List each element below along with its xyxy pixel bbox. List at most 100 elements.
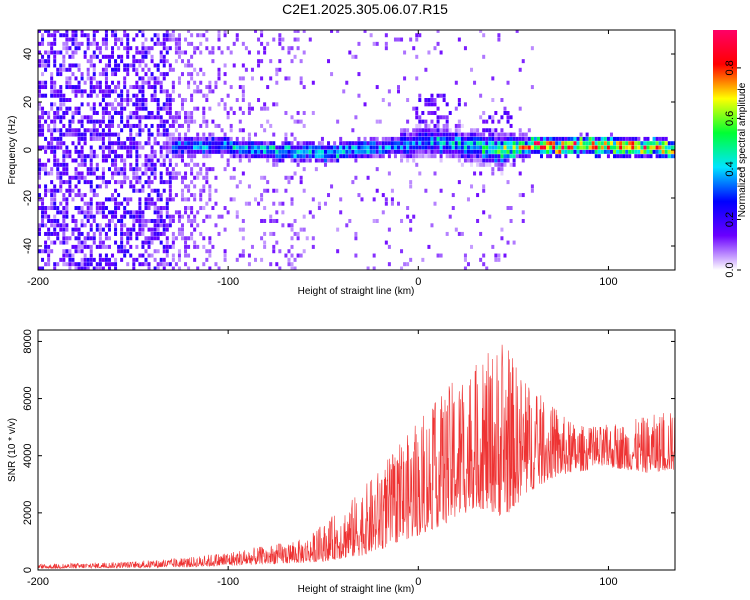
spectrogram-cell [101, 145, 105, 150]
spectrogram-cell [95, 167, 99, 172]
spectrogram-cell [272, 158, 276, 163]
spectrogram-cell [479, 231, 483, 236]
spectrogram-cell [114, 162, 118, 167]
spectrogram-cell [539, 149, 543, 154]
spectrogram-cell [168, 123, 172, 128]
spectrogram-cell [62, 231, 66, 236]
spectrogram-cell [400, 249, 404, 254]
spectrogram-cell [168, 184, 172, 189]
spectrogram-cell [89, 154, 93, 159]
spectrogram-cell [415, 37, 419, 42]
spectrogram-cell [41, 249, 45, 254]
spectrogram-cell [171, 67, 175, 72]
spectrogram-cell [482, 149, 486, 154]
spectrogram-cell [269, 76, 273, 81]
spectrogram-cell [171, 80, 175, 85]
spectrogram-cell [47, 236, 51, 241]
spectrogram-cell [597, 136, 601, 141]
spectrogram-cell [494, 128, 498, 133]
spectrogram-cell [159, 175, 163, 180]
spectrogram-cell [670, 141, 674, 146]
spectrogram-cell [202, 244, 206, 249]
spectrogram-cell [132, 214, 136, 219]
spectrogram-cell [582, 141, 586, 146]
spectrogram-cell [661, 145, 665, 150]
spectrogram-cell [217, 67, 221, 72]
spectrogram-cell [156, 41, 160, 46]
spectrogram-cell [153, 85, 157, 90]
spectrogram-cell [226, 136, 230, 141]
spectrogram-cell [107, 110, 111, 115]
spectrogram-cell [555, 149, 559, 154]
spectrogram-cell [190, 218, 194, 223]
spectrogram-cell [290, 149, 294, 154]
spectrogram-cell [372, 266, 376, 270]
spectrogram-cell [171, 85, 175, 90]
spectrogram-cell [193, 244, 197, 249]
spectrogram-cell [427, 98, 431, 103]
spectrogram-cell [177, 37, 181, 42]
spectrogram-cell [290, 141, 294, 146]
spectrogram-cell [68, 175, 72, 180]
spectrogram-cell [53, 218, 57, 223]
spectrogram-cell [141, 171, 145, 176]
spectrogram-cell [348, 154, 352, 159]
spectrogram-cell [144, 262, 148, 267]
spectrogram-cell [77, 89, 81, 94]
spectrogram-cell [527, 136, 531, 141]
spectrogram-cell [77, 175, 81, 180]
spectrogram-cell [463, 46, 467, 51]
spectrogram-cell [327, 145, 331, 150]
spectrogram-cell [77, 162, 81, 167]
spectrogram-cell [62, 167, 66, 172]
spectrogram-cell [187, 214, 191, 219]
spectrogram-x-tick-label: 0 [415, 276, 421, 288]
spectrogram-cell [378, 149, 382, 154]
spectrogram-cell [132, 145, 136, 150]
spectrogram-cell [117, 102, 121, 107]
spectrogram-cell [144, 197, 148, 202]
spectrogram-cell [159, 240, 163, 245]
spectrogram-cell [77, 136, 81, 141]
spectrogram-cell [41, 218, 45, 223]
spectrogram-cell [177, 171, 181, 176]
spectrogram-cell [98, 175, 102, 180]
spectrogram-cell [506, 132, 510, 137]
spectrogram-cell [144, 240, 148, 245]
spectrogram-cell [278, 33, 282, 38]
spectrogram-cell [196, 171, 200, 176]
spectrogram-cell [524, 149, 528, 154]
spectrogram-cell [74, 171, 78, 176]
spectrogram-cell [229, 149, 233, 154]
spectrogram-cell [436, 136, 440, 141]
spectrogram-cell [193, 240, 197, 245]
spectrogram-cell [448, 132, 452, 137]
spectrogram-cell [77, 262, 81, 267]
spectrogram-cell [263, 188, 267, 193]
spectrogram-cell [342, 141, 346, 146]
spectrogram-cell [107, 85, 111, 90]
spectrogram-cell [114, 72, 118, 77]
spectrogram-cell [86, 201, 90, 206]
spectrogram-cell [470, 141, 474, 146]
spectrogram-cell [65, 206, 69, 211]
spectrogram-cell [646, 136, 650, 141]
spectrogram-cell [284, 149, 288, 154]
spectrogram-cell [156, 249, 160, 254]
spectrogram-cell [59, 188, 63, 193]
spectrogram-cell [184, 236, 188, 241]
spectrogram-cell [107, 59, 111, 64]
spectrogram-cell [430, 149, 434, 154]
spectrogram-cell [153, 249, 157, 254]
spectrogram-cell [83, 257, 87, 262]
spectrogram-cell [168, 93, 172, 98]
spectrogram-cell [220, 136, 224, 141]
spectrogram-cell [101, 115, 105, 120]
spectrogram-cell [68, 154, 72, 159]
spectrogram-cell [296, 145, 300, 150]
spectrogram-cell [171, 236, 175, 241]
spectrogram-cell [244, 149, 248, 154]
spectrogram-cell [129, 115, 133, 120]
spectrogram-cell [150, 188, 154, 193]
spectrogram-cell [65, 33, 69, 38]
